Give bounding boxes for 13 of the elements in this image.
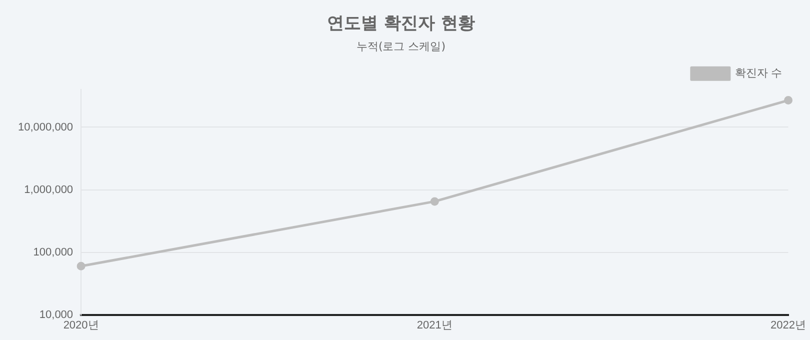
point xyxy=(430,197,439,206)
legend-label: 확진자 수 xyxy=(734,68,782,80)
y-tick-label: 100,000 xyxy=(33,246,74,258)
chart-title: 연도별 확진자 현황 xyxy=(327,14,475,34)
point xyxy=(76,262,86,270)
x-tick-label: 2020년 xyxy=(63,319,99,332)
y-tick-label: 1,000,000 xyxy=(24,184,74,196)
x-tick-label: 2021년 xyxy=(416,319,452,332)
y-tick-label: 10,000 xyxy=(39,308,74,321)
x-tick-label: 2022년 xyxy=(770,319,806,332)
chart-subtitle: 누적(로그 스케일) xyxy=(356,40,446,53)
point xyxy=(784,96,793,105)
y-tick-label: 10,000,000 xyxy=(18,121,74,134)
